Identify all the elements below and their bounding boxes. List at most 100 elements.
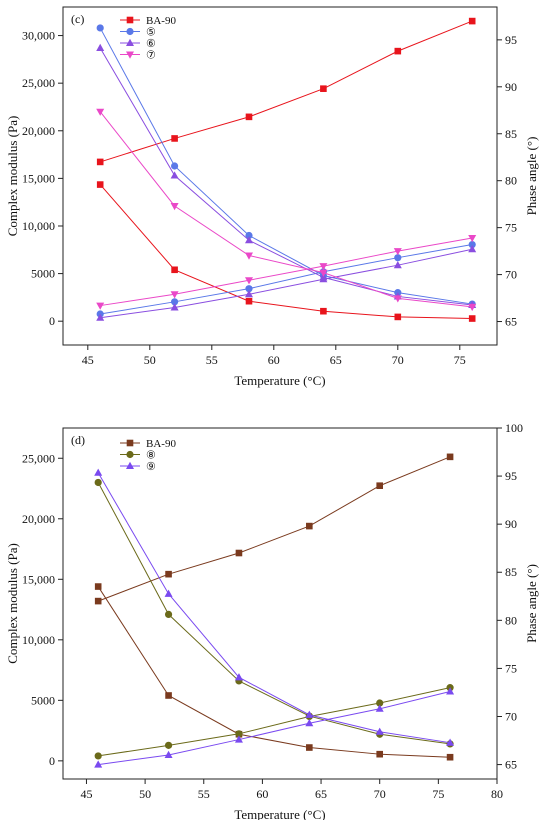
y-tick-label: 25,000 (22, 76, 55, 90)
y-right-tick-label: 100 (505, 421, 523, 435)
y-right-tick-label: 95 (505, 469, 517, 483)
series-line-modulus (99, 184, 473, 320)
legend-entry: BA-90 (120, 438, 176, 450)
data-point-modulus (164, 610, 173, 618)
data-point-phase (170, 291, 179, 299)
data-point-modulus (234, 673, 243, 681)
data-point-modulus (468, 303, 477, 312)
y-right-tick-label: 75 (505, 661, 517, 675)
chart-panel-1: 45 50 55 60 65 70 75 0 5000 10,000 15,000 20,000 25,… (5, 6, 539, 388)
data-point-phase (319, 263, 328, 271)
data-point-phase (235, 549, 243, 557)
legend-label: ⑥ (146, 38, 156, 50)
legend-label: BA-90 (146, 438, 176, 450)
legend-entry: ⑧ (120, 450, 156, 462)
x-tick-label: 55 (206, 353, 218, 367)
data-point-phase (94, 597, 102, 605)
data-point-modulus (245, 236, 253, 244)
data-point-phase (234, 735, 243, 743)
legend-label: BA-90 (146, 15, 176, 27)
series-4 (96, 108, 477, 312)
data-point-phase (375, 704, 384, 712)
data-point-phase (393, 248, 402, 256)
data-point-modulus (394, 313, 402, 321)
y-axis-title: Complex modulus (Pa) (5, 116, 20, 237)
data-point-phase (96, 158, 104, 166)
x-tick-label: 65 (330, 353, 342, 367)
series-line-phase (100, 20, 473, 163)
y-tick-label: 10,000 (22, 219, 55, 233)
x-tick-label: 70 (374, 787, 386, 801)
data-point-phase (235, 730, 243, 738)
series-1 (94, 453, 454, 761)
data-point-phase (245, 113, 253, 121)
x-tick-label: 50 (144, 353, 156, 367)
panel-label: (c) (71, 12, 84, 26)
y-axis-title: Complex modulus (Pa) (5, 543, 20, 664)
x-axis-title: Temperature (°C) (234, 373, 325, 388)
data-point-modulus (305, 710, 314, 718)
y-right-tick-label: 85 (505, 565, 517, 579)
x-tick-label: 50 (139, 787, 151, 801)
data-point-modulus (376, 750, 384, 758)
series-2 (94, 478, 454, 760)
x-tick-label: 75 (432, 787, 444, 801)
legend-label: ⑧ (146, 450, 156, 462)
y-right-tick-label: 80 (505, 613, 517, 627)
data-point-phase (96, 302, 105, 310)
y-tick-label: 10,000 (22, 633, 55, 647)
y-tick-label: 0 (49, 314, 55, 328)
legend-marker (126, 16, 134, 24)
data-point-phase (171, 135, 178, 142)
data-point-modulus (94, 583, 102, 590)
series-1 (96, 17, 476, 322)
y-tick-label: 30,000 (22, 29, 55, 43)
data-point-phase (394, 47, 402, 55)
data-point-modulus (245, 231, 253, 240)
data-point-phase (170, 303, 179, 311)
series-line-phase (98, 687, 451, 757)
data-point-phase (468, 240, 476, 249)
x-tick-label: 60 (256, 787, 268, 801)
data-point-modulus (96, 181, 104, 188)
x-tick-label: 45 (80, 787, 92, 801)
series-2 (96, 24, 476, 318)
data-point-phase (164, 741, 173, 749)
y-right-tick-label: 70 (505, 268, 517, 282)
y-right-tick-label: 80 (505, 174, 517, 188)
legend-entry: ⑨ (120, 461, 156, 473)
y-right-tick-label: 85 (505, 127, 517, 141)
series-3 (94, 468, 455, 768)
data-point-phase (164, 750, 173, 758)
data-point-modulus (245, 252, 253, 260)
legend-marker (126, 51, 134, 59)
data-point-phase (171, 298, 179, 306)
data-point-phase (446, 453, 454, 461)
data-point-phase (94, 760, 103, 768)
legend-entry: ⑤ (120, 27, 156, 39)
data-point-phase (319, 275, 328, 283)
data-point-modulus (171, 162, 179, 170)
legend-marker (126, 27, 134, 36)
x-tick-label: 55 (198, 787, 210, 801)
data-point-modulus (306, 744, 313, 751)
y-tick-label: 15,000 (22, 171, 55, 185)
x-axis-title: Temperature (°C) (234, 807, 325, 820)
series-line-modulus (97, 472, 451, 744)
y-right-tick-label: 90 (505, 80, 517, 94)
series-line-modulus (99, 27, 473, 305)
data-point-modulus (94, 468, 103, 476)
data-point-phase (446, 687, 455, 695)
y-right-tick-label: 65 (505, 315, 517, 329)
y-tick-label: 0 (49, 754, 55, 768)
legend-entry: BA-90 (120, 15, 176, 27)
data-point-phase (320, 85, 327, 92)
data-point-modulus (164, 589, 173, 597)
panel-label: (d) (71, 433, 85, 447)
data-point-modulus (170, 202, 179, 211)
plot-frame (62, 6, 498, 346)
y-tick-label: 20,000 (22, 124, 55, 138)
y-right-axis-title: Phase angle (°) (524, 564, 539, 643)
series-line-phase (98, 691, 451, 766)
